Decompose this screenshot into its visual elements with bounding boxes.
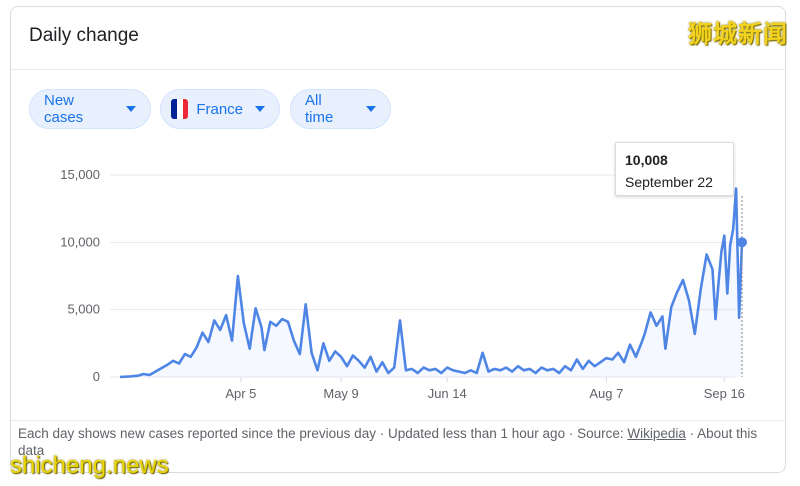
metric-filter-label: New cases — [44, 92, 84, 126]
header-divider — [11, 69, 785, 70]
caret-down-icon — [366, 106, 376, 112]
france-flag-icon — [171, 99, 189, 119]
y-tick-label: 0 — [93, 369, 100, 384]
range-filter-chip[interactable]: All time — [290, 89, 391, 129]
caret-down-icon — [126, 106, 136, 112]
x-tick-label: May 9 — [323, 386, 358, 401]
footer-text: Each day shows new cases reported since … — [18, 426, 628, 441]
watermark-top: 狮城新闻 — [688, 21, 788, 48]
country-filter-label: France — [196, 100, 243, 118]
source-link[interactable]: Wikipedia — [627, 426, 686, 441]
watermark-bottom: shicheng.news — [10, 452, 169, 479]
metric-filter-chip[interactable]: New cases — [29, 89, 151, 129]
y-axis-labels: 0 5,000 10,000 15,000 — [60, 167, 100, 384]
x-tick-label: Sep 16 — [704, 386, 745, 401]
x-tick-label: Aug 7 — [589, 386, 623, 401]
gridlines — [110, 174, 735, 378]
range-filter-label: All time — [305, 92, 334, 126]
y-tick-label: 15,000 — [60, 167, 100, 182]
y-tick-label: 5,000 — [67, 302, 100, 317]
tooltip-value: 10,008 — [625, 152, 668, 168]
card-title: Daily change — [29, 25, 139, 46]
series-layer — [119, 187, 744, 379]
y-tick-label: 10,000 — [60, 234, 100, 249]
caret-down-icon — [255, 106, 265, 112]
tooltip-date: September 22 — [625, 174, 713, 190]
marker-layer — [737, 196, 747, 377]
country-filter-chip[interactable]: France — [160, 89, 280, 129]
series-line — [119, 187, 744, 379]
tooltip: 10,008 September 22 — [615, 142, 734, 196]
x-tick-label: Jun 14 — [428, 386, 467, 401]
footer-divider — [11, 420, 785, 421]
highlight-point — [737, 237, 747, 248]
series-area — [120, 188, 742, 377]
x-axis-labels: Apr 5 May 9 Jun 14 Aug 7 Sep 16 — [225, 377, 745, 401]
daily-change-card: Daily change New cases France All time — [10, 6, 786, 473]
x-tick-label: Apr 5 — [225, 386, 256, 401]
footer-note: Each day shows new cases reported since … — [18, 425, 758, 459]
about-data-link[interactable]: · About this data — [18, 426, 758, 458]
